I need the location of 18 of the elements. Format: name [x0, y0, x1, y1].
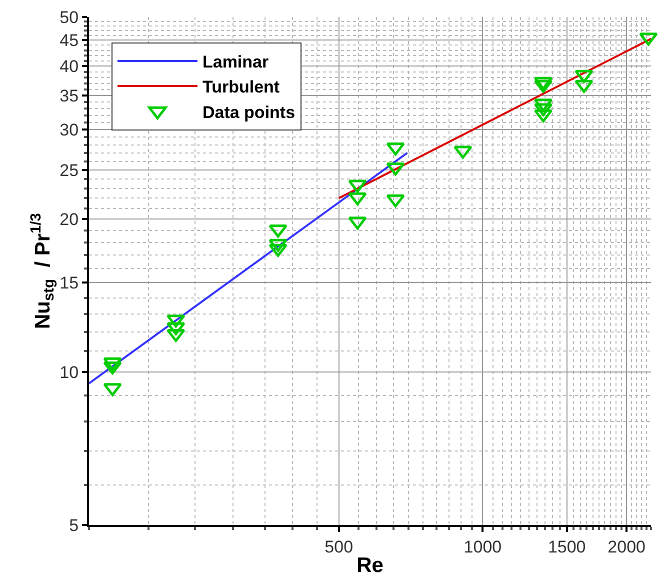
y-tick-label: 15: [60, 274, 79, 293]
x-tick-label: 1000: [464, 537, 502, 556]
y-tick-label: 20: [60, 210, 79, 230]
y-tick-label: 30: [60, 120, 79, 140]
y-tick-label: 40: [60, 57, 79, 76]
y-tick-label: 5: [69, 516, 79, 535]
y-tick-label: 50: [60, 8, 79, 27]
y-tick-label: 25: [60, 160, 79, 180]
legend-label: Turbulent: [202, 78, 280, 97]
x-tick-label: 1500: [548, 537, 586, 556]
legend-label: Data points: [202, 102, 296, 122]
x-tick-label: 2000: [608, 537, 646, 556]
y-tick-label: 35: [60, 86, 79, 106]
y-tick-label: 45: [60, 31, 79, 50]
x-axis-title: Re: [356, 554, 384, 578]
legend-label: Laminar: [202, 52, 269, 72]
y-tick-label: 10: [60, 363, 79, 382]
x-tick-label: 500: [324, 537, 354, 556]
